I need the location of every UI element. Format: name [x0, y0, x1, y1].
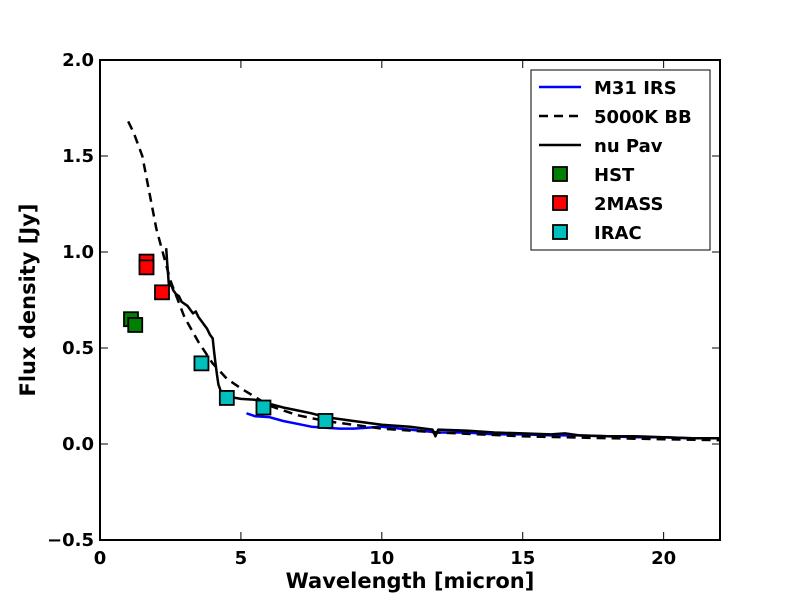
x-tick-label: 20 [651, 548, 676, 569]
data-point-2mass [138, 259, 155, 276]
x-tick-label: 5 [235, 548, 248, 569]
legend-label-hst: HST [594, 165, 635, 186]
x-tick-label: 10 [369, 548, 394, 569]
axis-ticks: 0 5 10 15 20 −0.5 0.0 0.5 1.0 1.5 2.0 [47, 50, 720, 569]
x-tick-label: 0 [94, 548, 107, 569]
legend-swatch-irac [552, 224, 568, 240]
y-tick-label: 1.0 [62, 242, 94, 263]
legend: M31 IRS 5000K BB nu Pav HST 2MASS IRAC [530, 69, 711, 251]
plot-area [123, 120, 720, 442]
legend-label-5000k-bb: 5000K BB [594, 107, 692, 128]
data-point-hst [127, 317, 144, 333]
legend-label-2mass: 2MASS [594, 194, 664, 215]
data-point-irac [218, 390, 235, 406]
x-axis-title: Wavelength [micron] [286, 569, 535, 593]
data-point-irac [193, 355, 210, 372]
y-tick-label: −0.5 [47, 530, 94, 551]
data-point-2mass [154, 284, 170, 301]
series-line-5000k-bb [127, 120, 720, 442]
legend-swatch-hst [552, 166, 568, 182]
legend-label-nu-pav: nu Pav [594, 136, 663, 157]
y-tick-label: 1.5 [62, 146, 94, 167]
y-tick-label: 2.0 [62, 50, 94, 71]
axes-frame [99, 59, 721, 541]
data-point-irac [317, 413, 334, 429]
y-tick-label: 0.5 [62, 338, 94, 359]
y-axis-title: Flux density [Jy] [16, 203, 40, 396]
legend-label-m31-irs: M31 IRS [594, 78, 677, 99]
y-tick-label: 0.0 [62, 434, 94, 455]
x-tick-label: 15 [510, 548, 535, 569]
legend-swatch-2mass [552, 195, 568, 211]
data-point-irac [255, 399, 272, 416]
legend-label-irac: IRAC [594, 223, 642, 244]
legend-box [530, 69, 711, 251]
